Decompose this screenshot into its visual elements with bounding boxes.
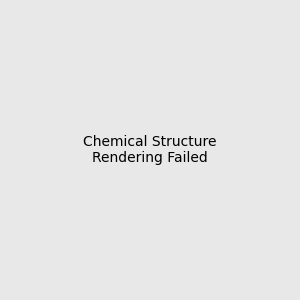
Text: Chemical Structure
Rendering Failed: Chemical Structure Rendering Failed: [83, 135, 217, 165]
